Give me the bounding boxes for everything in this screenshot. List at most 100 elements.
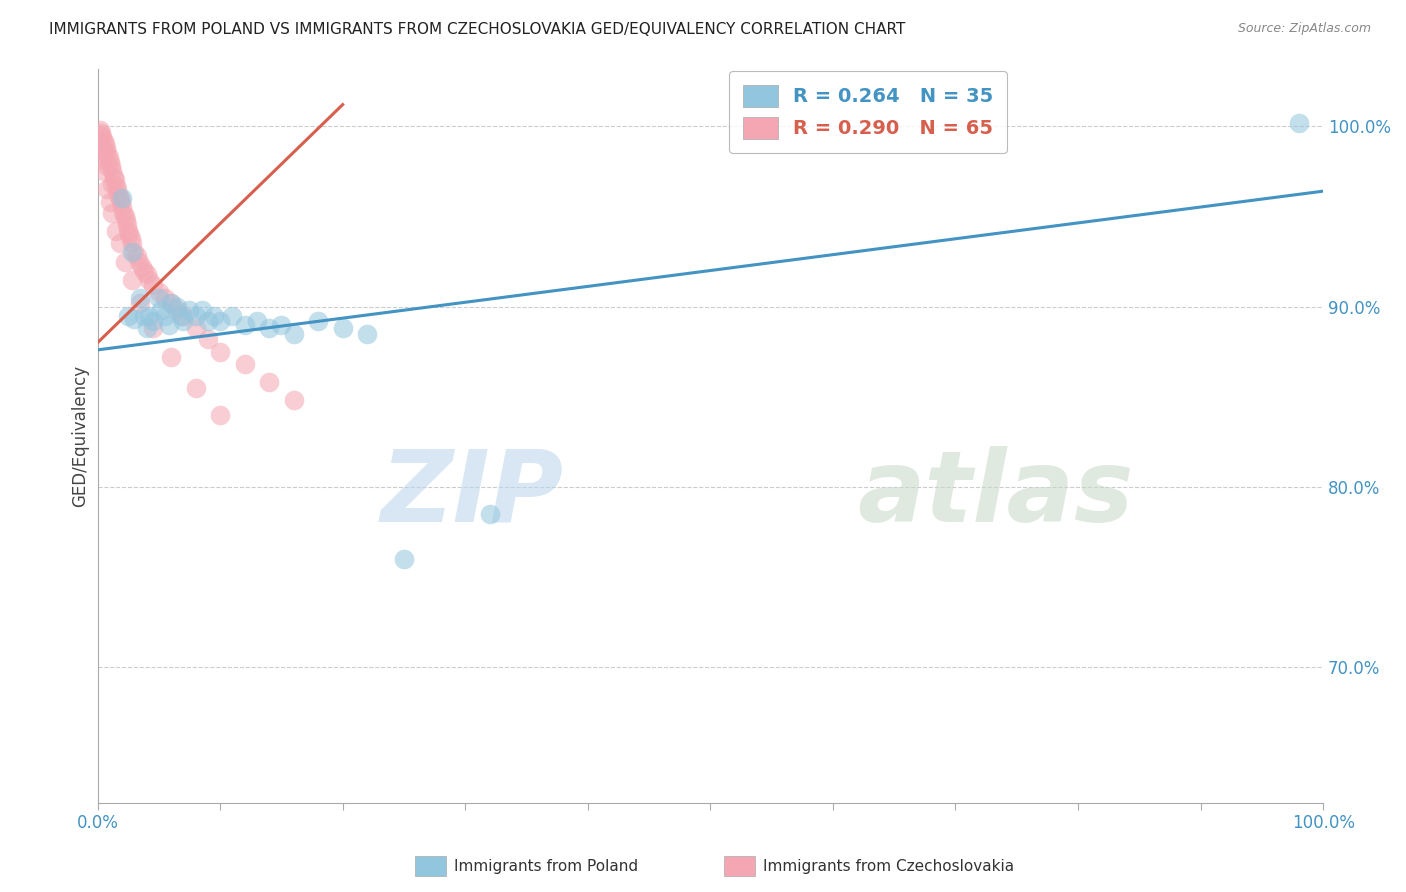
Point: [114, 213, 136, 227]
Point: [108, 191, 131, 205]
Point: [233, 357, 256, 371]
Point: [209, 344, 232, 359]
Text: atlas: atlas: [858, 446, 1133, 543]
Point: [121, 272, 143, 286]
Point: [283, 326, 305, 341]
Point: [104, 178, 127, 193]
Point: [117, 224, 139, 238]
Point: [124, 245, 146, 260]
Point: [101, 206, 124, 220]
Point: [257, 321, 280, 335]
Text: Immigrants from Czechoslovakia: Immigrants from Czechoslovakia: [763, 859, 1015, 873]
Point: [129, 296, 152, 310]
Point: [108, 236, 131, 251]
Point: [112, 206, 135, 220]
Point: [111, 201, 134, 215]
Point: [134, 309, 156, 323]
Point: [98, 155, 121, 169]
Point: [166, 303, 188, 318]
Point: [89, 123, 111, 137]
Point: [90, 127, 112, 141]
Point: [157, 318, 180, 332]
Point: [166, 300, 188, 314]
Point: [105, 182, 128, 196]
Point: [115, 219, 138, 233]
Point: [100, 159, 122, 173]
Point: [209, 408, 232, 422]
Point: [107, 187, 129, 202]
Point: [160, 296, 183, 310]
Point: [117, 309, 139, 323]
Point: [96, 159, 118, 173]
Point: [142, 314, 165, 328]
Text: IMMIGRANTS FROM POLAND VS IMMIGRANTS FROM CZECHOSLOVAKIA GED/EQUIVALENCY CORRELA: IMMIGRANTS FROM POLAND VS IMMIGRANTS FRO…: [49, 22, 905, 37]
Point: [124, 312, 146, 326]
Point: [184, 309, 207, 323]
Point: [246, 314, 269, 328]
Point: [121, 245, 143, 260]
Point: [160, 350, 183, 364]
Point: [96, 146, 118, 161]
Point: [110, 194, 132, 209]
Point: [93, 164, 115, 178]
Point: [150, 303, 173, 318]
Text: ZIP: ZIP: [380, 446, 564, 543]
Point: [129, 291, 152, 305]
Point: [101, 177, 124, 191]
Point: [94, 141, 117, 155]
Point: [101, 164, 124, 178]
Text: Immigrants from Poland: Immigrants from Poland: [454, 859, 638, 873]
Text: Source: ZipAtlas.com: Source: ZipAtlas.com: [1237, 22, 1371, 36]
Point: [91, 141, 114, 155]
Point: [160, 296, 183, 310]
Point: [93, 134, 115, 148]
Point: [97, 150, 120, 164]
Point: [135, 321, 157, 335]
Point: [121, 236, 143, 251]
Point: [120, 231, 142, 245]
Y-axis label: GED/Equivalency: GED/Equivalency: [72, 365, 89, 507]
Point: [172, 309, 194, 323]
Point: [104, 224, 127, 238]
Point: [128, 254, 150, 268]
Point: [197, 314, 219, 328]
Point: [392, 552, 415, 566]
Point: [190, 303, 212, 318]
Point: [103, 169, 125, 184]
Point: [184, 381, 207, 395]
Point: [96, 182, 118, 196]
Point: [131, 260, 153, 274]
Point: [307, 314, 329, 328]
Point: [148, 285, 170, 300]
Point: [153, 291, 176, 305]
Point: [90, 152, 112, 166]
Point: [170, 309, 193, 323]
Point: [172, 314, 194, 328]
Point: [142, 277, 165, 292]
Point: [179, 303, 201, 318]
Point: [114, 210, 136, 224]
Point: [111, 191, 134, 205]
Point: [125, 249, 148, 263]
Point: [257, 376, 280, 390]
Point: [221, 309, 243, 323]
Point: [134, 263, 156, 277]
Point: [153, 309, 176, 323]
Point: [94, 146, 117, 161]
Point: [104, 173, 127, 187]
Point: [184, 321, 207, 335]
Point: [283, 393, 305, 408]
Legend: R = 0.264   N = 35, R = 0.290   N = 65: R = 0.264 N = 35, R = 0.290 N = 65: [728, 70, 1007, 153]
Point: [91, 130, 114, 145]
Point: [94, 137, 117, 152]
Point: [1288, 115, 1310, 129]
Point: [270, 318, 292, 332]
Point: [142, 321, 165, 335]
Point: [89, 128, 111, 143]
Point: [118, 227, 141, 242]
Point: [332, 321, 354, 335]
Point: [209, 314, 232, 328]
Point: [98, 194, 121, 209]
Point: [478, 507, 501, 521]
Point: [138, 272, 160, 286]
